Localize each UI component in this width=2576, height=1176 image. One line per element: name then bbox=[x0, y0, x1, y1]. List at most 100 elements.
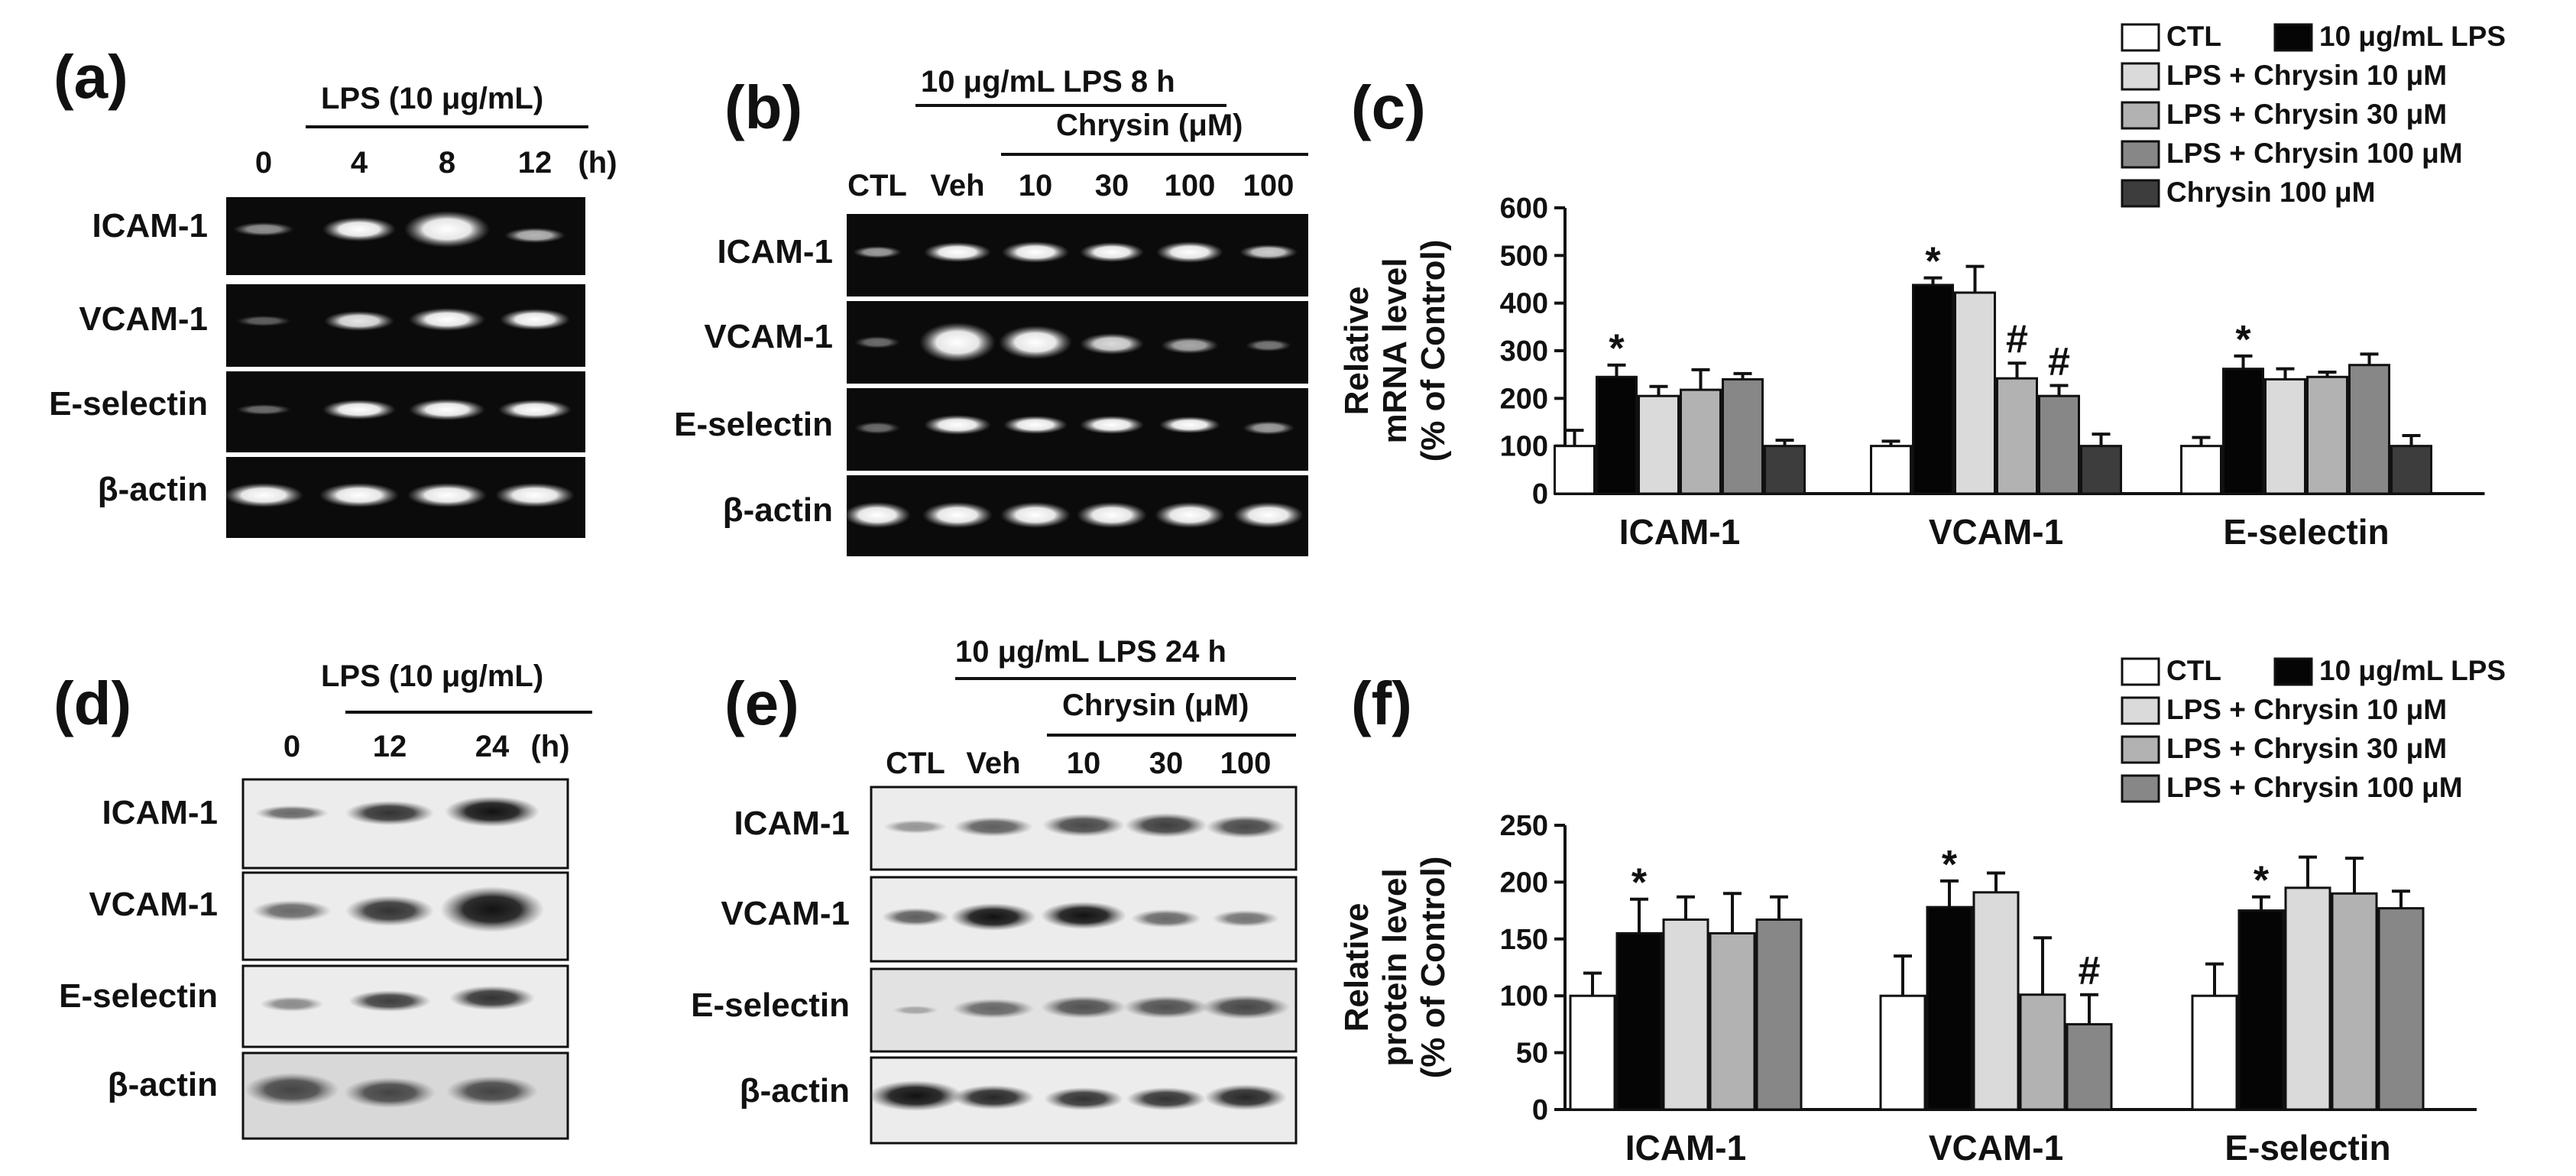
gel-b-icam1 bbox=[847, 214, 1308, 296]
bar bbox=[2390, 445, 2432, 495]
panel-e-row-icam1: ICAM-1 bbox=[734, 805, 850, 842]
band bbox=[1041, 996, 1126, 1019]
legend-label: 10 μg/mL LPS bbox=[2319, 655, 2506, 686]
y-tick-label: 0 bbox=[1532, 478, 1548, 510]
significance-mark: * bbox=[2254, 859, 2270, 903]
category-label: E-selectin bbox=[2224, 1128, 2390, 1168]
gel-b-vcam1 bbox=[847, 301, 1308, 384]
panel-b-lane-0: CTL bbox=[847, 169, 907, 202]
bar bbox=[1996, 377, 2038, 495]
category-label: ICAM-1 bbox=[1625, 1128, 1746, 1168]
band bbox=[999, 326, 1072, 359]
band bbox=[224, 483, 303, 507]
band bbox=[1041, 902, 1126, 929]
band bbox=[954, 817, 1033, 837]
y-axis-label: (% of Control) bbox=[1414, 240, 1452, 462]
panel-b-lane-4: 100 bbox=[1165, 169, 1216, 202]
bar bbox=[1709, 931, 1756, 1111]
panel-d-unit: (h) bbox=[530, 730, 569, 763]
band bbox=[495, 483, 575, 507]
legend-swatch bbox=[2273, 23, 2313, 52]
panel-b-lane-3: 30 bbox=[1095, 169, 1129, 202]
band bbox=[952, 1085, 1035, 1110]
band bbox=[440, 886, 544, 932]
bar bbox=[1554, 445, 1596, 495]
panel-d-row-bactin: β-actin bbox=[108, 1066, 218, 1103]
band bbox=[260, 996, 324, 1012]
y-axis-label: Relative bbox=[1338, 903, 1375, 1032]
y-axis-label: protein level bbox=[1376, 868, 1414, 1066]
band bbox=[1003, 416, 1068, 434]
band bbox=[322, 217, 396, 241]
band bbox=[882, 908, 949, 926]
category-label: VCAM-1 bbox=[1929, 512, 2063, 552]
legend-label: 10 μg/mL LPS bbox=[2319, 21, 2506, 52]
panel-b-header2: Chrysin (μM) bbox=[1056, 109, 1243, 142]
band bbox=[1044, 1087, 1123, 1110]
band bbox=[319, 483, 399, 507]
bar bbox=[1596, 375, 1638, 495]
band bbox=[952, 999, 1035, 1019]
y-tick-label: 400 bbox=[1500, 288, 1548, 320]
bar bbox=[2264, 377, 2306, 495]
significance-mark: * bbox=[2235, 318, 2251, 362]
legend-swatch bbox=[2121, 101, 2160, 130]
band bbox=[1246, 339, 1291, 352]
band bbox=[236, 404, 291, 415]
band bbox=[404, 211, 490, 248]
band bbox=[1212, 910, 1279, 927]
panel-b-label: (b) bbox=[724, 73, 802, 141]
significance-mark: * bbox=[1609, 327, 1625, 371]
panel-e-lane-1: Veh bbox=[966, 747, 1020, 780]
panel-b-row-eselectin: E-selectin bbox=[674, 406, 833, 443]
category-label: ICAM-1 bbox=[1619, 512, 1740, 552]
legend-label: LPS + Chrysin 30 μM bbox=[2166, 733, 2447, 764]
legend-label: LPS + Chrysin 10 μM bbox=[2166, 60, 2447, 91]
y-tick-label: 150 bbox=[1500, 924, 1548, 956]
gel-b-eselectin bbox=[847, 388, 1308, 471]
panel-e-row-vcam1: VCAM-1 bbox=[721, 895, 850, 932]
bar bbox=[2284, 886, 2331, 1111]
legend-swatch bbox=[2121, 657, 2160, 686]
band bbox=[1206, 815, 1285, 838]
panel-a-row-icam1: ICAM-1 bbox=[92, 207, 208, 245]
band bbox=[255, 805, 329, 821]
y-tick-label: 500 bbox=[1500, 240, 1548, 272]
band bbox=[324, 311, 394, 331]
bar bbox=[2019, 993, 2066, 1111]
panel-b-row-bactin: β-actin bbox=[723, 491, 833, 529]
panel-a-lane-3: 12 bbox=[518, 146, 552, 180]
panel-d-lane-1: 12 bbox=[373, 730, 407, 763]
bar bbox=[2038, 394, 2080, 495]
panel-e-header2: Chrysin (μM) bbox=[1062, 688, 1249, 722]
panel-a-lane-1: 4 bbox=[351, 146, 368, 180]
y-tick-label: 200 bbox=[1500, 383, 1548, 415]
band bbox=[409, 399, 485, 420]
bar bbox=[2237, 909, 2285, 1111]
band bbox=[1080, 333, 1144, 355]
band bbox=[500, 309, 570, 330]
band bbox=[322, 400, 396, 420]
panel-e-lane-0: CTL bbox=[886, 747, 945, 780]
significance-mark: # bbox=[2048, 340, 2070, 384]
bar bbox=[1764, 445, 1806, 495]
bar bbox=[1926, 905, 1973, 1111]
band bbox=[446, 1076, 538, 1106]
y-tick-label: 100 bbox=[1500, 431, 1548, 463]
legend-label: CTL bbox=[2166, 21, 2221, 52]
y-axis-label: mRNA level bbox=[1376, 258, 1414, 444]
bar bbox=[1870, 445, 1912, 495]
legend-swatch bbox=[2121, 62, 2160, 91]
band bbox=[409, 308, 485, 331]
panel-b-row-vcam1: VCAM-1 bbox=[704, 318, 833, 355]
panel-b: (b) 10 μg/mL LPS 8 h Chrysin (μM) CTL Ve… bbox=[674, 65, 1308, 556]
bar bbox=[2348, 364, 2390, 495]
y-tick-label: 250 bbox=[1500, 810, 1548, 842]
bar bbox=[2191, 994, 2238, 1111]
panel-d-lane-2: 24 bbox=[475, 730, 510, 763]
panel-b-lane-2: 10 bbox=[1019, 169, 1053, 202]
band bbox=[348, 990, 431, 1012]
band bbox=[1080, 416, 1144, 434]
legend-swatch bbox=[2121, 23, 2160, 52]
